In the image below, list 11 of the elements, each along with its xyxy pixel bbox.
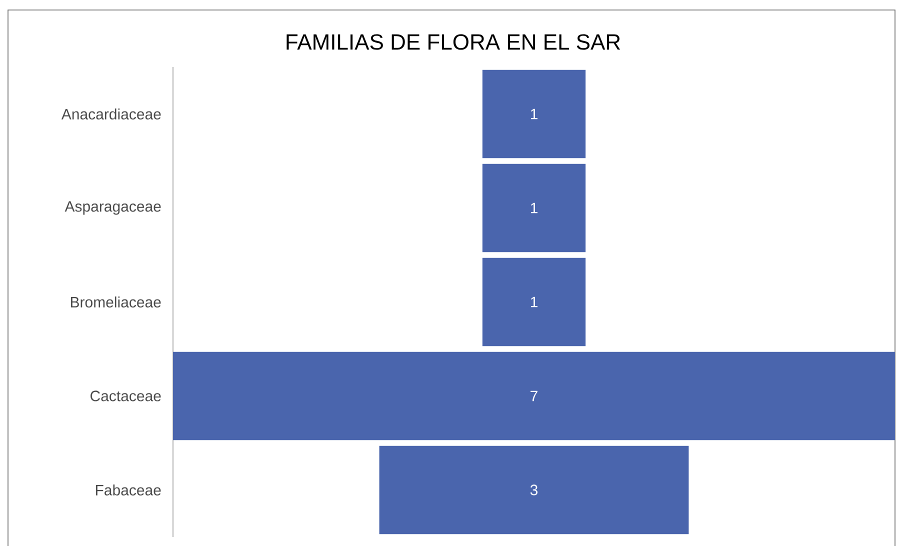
data-label: 1 xyxy=(530,296,538,307)
category-label: Anacardiaceae xyxy=(61,108,161,120)
data-label: 1 xyxy=(530,108,538,119)
data-label: 7 xyxy=(530,390,538,401)
category-label: Asparagaceae xyxy=(64,201,161,215)
data-label: 1 xyxy=(530,202,538,213)
category-label: Fabaceae xyxy=(96,484,161,496)
category-label: Cactaceae xyxy=(90,390,161,402)
text: FAMILIAS DE FLORA EN EL SAR xyxy=(286,34,620,50)
category-label: Bromeliaceae xyxy=(70,296,161,308)
data-label: 3 xyxy=(530,484,538,496)
